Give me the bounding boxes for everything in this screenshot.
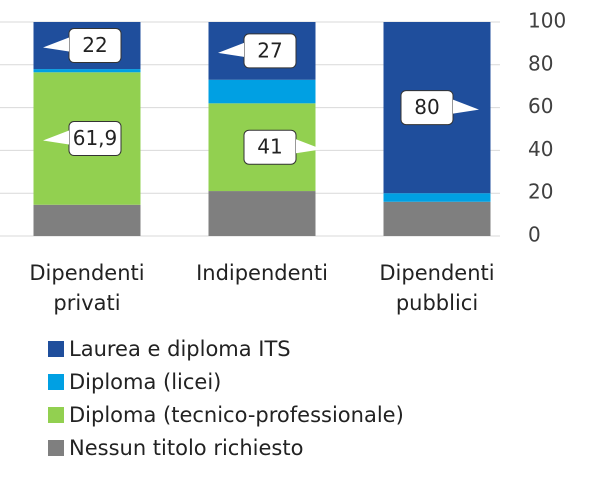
data-label: 22 — [82, 33, 107, 57]
x-tick-label: Dipendenti pubblici — [379, 261, 495, 315]
legend-label: Nessun titolo richiesto — [69, 436, 304, 460]
y-tick-label: 0 — [528, 223, 541, 247]
callout-tail — [296, 139, 322, 154]
data-label: 27 — [257, 38, 282, 62]
legend-swatch — [48, 374, 64, 390]
legend-item: Nessun titolo richiesto — [48, 436, 303, 460]
data-label: 61,9 — [73, 126, 118, 150]
y-tick-label: 20 — [528, 180, 553, 204]
legend-label: Diploma (tecnico-professionale) — [69, 403, 404, 427]
legend-swatch — [48, 341, 64, 357]
legend-item: Diploma (licei) — [48, 370, 221, 394]
x-tick-label: Dipendenti privati — [29, 261, 145, 315]
data-label: 80 — [414, 95, 439, 119]
legend-item: Laurea e diploma ITS — [48, 337, 291, 361]
legend-label: Laurea e diploma ITS — [69, 337, 291, 361]
y-tick-label: 60 — [528, 94, 553, 118]
bar-segment — [208, 191, 316, 236]
callout-tail — [218, 42, 244, 57]
legend-item: Diploma (tecnico-professionale) — [48, 403, 404, 427]
y-tick-label: 100 — [528, 9, 566, 33]
bar-segment — [383, 201, 491, 236]
x-tick-label: Indipendenti — [196, 261, 328, 285]
callout-tail — [43, 37, 69, 52]
legend-swatch — [48, 440, 64, 456]
bar-segment — [33, 69, 141, 73]
data-label: 41 — [257, 135, 282, 159]
y-tick-label: 80 — [528, 51, 553, 75]
callout-tail — [43, 130, 69, 145]
callout-tail — [453, 99, 479, 114]
bar-segment — [383, 193, 491, 202]
legend-label: Diploma (licei) — [69, 370, 222, 394]
bar-segment — [33, 204, 141, 236]
legend-swatch — [48, 407, 64, 423]
y-tick-label: 40 — [528, 137, 553, 161]
bar-segment — [208, 79, 316, 104]
